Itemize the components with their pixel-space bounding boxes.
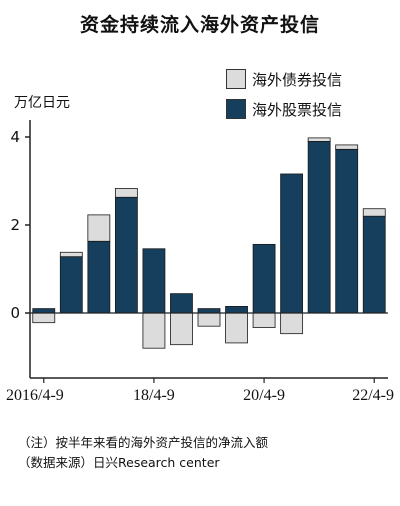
y-axis-unit-label: 万亿日元 (14, 95, 70, 111)
bar-bond (280, 312, 304, 335)
x-tick-label: 22/4-9 (352, 387, 394, 404)
bar-stock (362, 215, 386, 314)
bar-bond (225, 312, 248, 344)
bar-stock (252, 243, 276, 314)
bar-bond (32, 312, 56, 324)
y-tick-label: 4 (10, 128, 20, 146)
legend-item-bond: 海外债券投信 (226, 66, 342, 92)
bar-stock (142, 248, 166, 314)
bar-stock (335, 148, 359, 314)
bar-stock (197, 308, 221, 314)
bar-bond (59, 251, 83, 258)
bar-bond (170, 312, 193, 346)
bar-stock (87, 240, 111, 314)
x-tick-label: 18/4-9 (133, 387, 175, 404)
legend: 海外债券投信 海外股票投信 (226, 66, 342, 126)
source-note: （数据来源）日兴Research center (18, 455, 220, 470)
bar-stock (280, 173, 304, 314)
bar-bond (114, 188, 138, 198)
bar-stock (307, 140, 331, 314)
legend-label-stock: 海外股票投信 (252, 100, 343, 119)
bar-bond (197, 312, 221, 327)
x-tick-label: 2016/4-9 (6, 387, 64, 404)
legend-label-bond: 海外债券投信 (252, 70, 343, 89)
legend-swatch-stock (226, 99, 246, 119)
legend-item-stock: 海外股票投信 (226, 96, 342, 122)
legend-swatch-bond (226, 69, 246, 89)
bar-bond (142, 312, 166, 349)
bar-bond (362, 208, 386, 217)
bar-bond (252, 312, 276, 328)
x-tick-label: 20/4-9 (243, 387, 285, 404)
bar-bond (335, 144, 359, 150)
bar-stock (114, 196, 138, 314)
bar-bond (307, 137, 331, 142)
bar-stock (32, 308, 56, 314)
bar-stock (59, 256, 83, 314)
footnote: （注）按半年来看的海外资产投信的净流入额 (18, 435, 269, 450)
bar-stock (225, 305, 248, 314)
bar-stock (170, 293, 193, 314)
y-tick-label: 2 (10, 216, 20, 234)
bar-bond (87, 214, 111, 242)
y-tick-label: 0 (10, 304, 20, 322)
chart-title: 资金持续流入海外资产投信 (79, 14, 320, 36)
